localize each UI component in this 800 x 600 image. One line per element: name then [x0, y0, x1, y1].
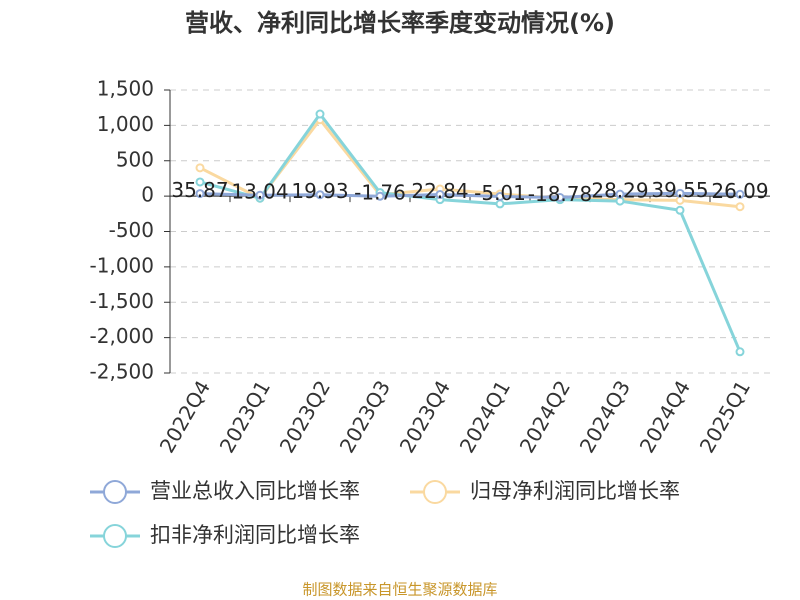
data-point: [195, 189, 205, 199]
data-label: 13.04: [231, 180, 288, 204]
y-tick-label: -2,000: [90, 324, 154, 348]
data-point: [675, 188, 685, 198]
series-line: [199, 111, 742, 353]
x-tick-label: 2024Q1: [455, 376, 515, 457]
data-label: 19.93: [291, 179, 348, 203]
data-point: [735, 347, 745, 357]
data-label: 26.09: [711, 179, 768, 203]
data-point: [735, 202, 745, 212]
data-point: [195, 163, 205, 173]
chart-title: 营收、净利同比增长率季度变动情况(%): [185, 9, 615, 37]
legend-label: 归母净利润同比增长率: [470, 479, 680, 503]
legend-marker: [103, 480, 127, 504]
x-tick-label: 2023Q2: [275, 376, 335, 457]
legend-marker: [103, 524, 127, 548]
data-label: 39.55: [651, 178, 708, 202]
data-label: 28.29: [591, 179, 648, 203]
data-point: [195, 177, 205, 187]
x-tick-label: 2022Q4: [155, 376, 215, 457]
data-label: 35.87: [171, 178, 228, 202]
data-point: [435, 190, 445, 200]
y-tick-label: -1,500: [90, 289, 154, 313]
y-tick-label: -1,000: [90, 253, 154, 277]
data-label: -18.78: [528, 182, 592, 206]
legend-label: 扣非净利润同比增长率: [150, 523, 360, 547]
y-tick-label: 500: [116, 147, 154, 171]
x-tick-label: 2025Q1: [695, 376, 755, 457]
data-label: -5.01: [474, 181, 526, 205]
legend-marker: [423, 480, 447, 504]
data-point: [735, 189, 745, 199]
data-point: [555, 192, 565, 202]
y-tick-label: 0: [141, 183, 154, 207]
y-tick-label: -500: [109, 218, 154, 242]
data-point: [315, 109, 325, 119]
y-tick-label: 1,000: [97, 112, 154, 136]
data-label: 22.84: [411, 179, 468, 203]
y-tick-label: -2,500: [90, 360, 154, 384]
y-tick-label: 1,500: [97, 77, 154, 101]
x-tick-label: 2023Q1: [215, 376, 275, 457]
data-label: -1.76: [354, 181, 406, 205]
data-point: [675, 205, 685, 215]
data-point: [315, 190, 325, 200]
series-line: [199, 191, 741, 199]
data-point: [495, 191, 505, 201]
series-line: [199, 117, 741, 209]
data-point: [615, 189, 625, 199]
x-tick-label: 2023Q3: [335, 376, 395, 457]
x-tick-label: 2024Q2: [515, 376, 575, 457]
legend-label: 营业总收入同比增长率: [150, 479, 360, 503]
x-tick-label: 2023Q4: [395, 376, 455, 457]
data-point: [375, 191, 385, 201]
source-note: 制图数据来自恒生聚源数据库: [302, 581, 497, 599]
data-point: [255, 190, 265, 200]
x-tick-label: 2024Q3: [575, 376, 635, 457]
x-tick-label: 2024Q4: [635, 376, 695, 457]
